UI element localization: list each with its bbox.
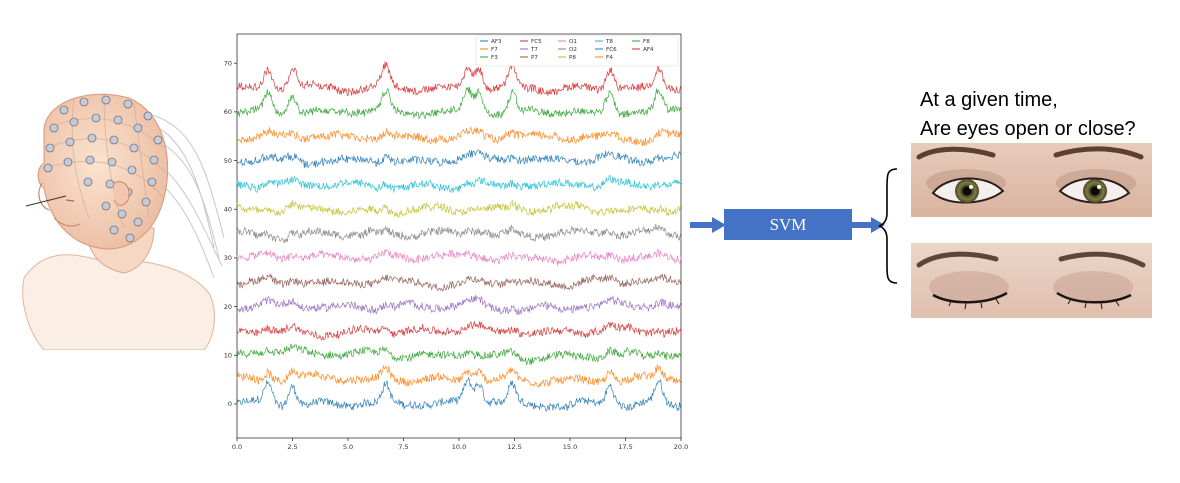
x-tick-label: 12.5 — [507, 443, 521, 450]
legend-label: AF4 — [643, 47, 654, 53]
series-line-af4 — [236, 61, 682, 96]
question-text: At a given time, Are eyes open or close? — [920, 86, 1136, 144]
svm-classifier-box: SVM — [724, 209, 852, 240]
series-line-p7 — [236, 273, 682, 292]
eeg-signal-chart: 0.0 2.5 5.0 7.5 10.0 12.5 15.0 17.5 20.0 0 10 20 30… — [224, 33, 688, 450]
legend-label: F4 — [606, 55, 613, 61]
y-tick-label: 50 — [224, 157, 232, 165]
series-line-f4 — [236, 126, 682, 147]
svm-label: SVM — [769, 214, 807, 234]
series-line-t8 — [236, 175, 682, 194]
y-tick-label: 20 — [224, 303, 232, 311]
y-tick-label: 40 — [224, 206, 232, 214]
series-line-f3 — [236, 343, 682, 366]
curly-brace — [878, 168, 898, 284]
series-line-o2 — [236, 223, 682, 244]
legend-label: F7 — [491, 47, 498, 53]
arrow-to-classifier — [690, 217, 726, 233]
legend-label: T7 — [530, 47, 538, 53]
x-tick-label: 10.0 — [452, 443, 466, 450]
legend-label: FC5 — [531, 39, 542, 45]
x-tick-label: 7.5 — [398, 443, 408, 450]
question-line-2: Are eyes open or close? — [920, 118, 1136, 140]
eeg-head-illustration — [22, 92, 225, 350]
series-line-f8 — [236, 86, 682, 120]
legend-label: AF3 — [491, 39, 502, 45]
y-tick-label: 0 — [228, 400, 232, 408]
arrow-to-output — [851, 217, 885, 233]
plot-area — [236, 33, 682, 439]
legend-label: P7 — [531, 55, 538, 61]
x-tick-label: 0.0 — [232, 443, 242, 450]
series-line-fc5 — [236, 320, 682, 341]
series-line-t7 — [236, 294, 682, 315]
legend-label: P8 — [569, 55, 576, 61]
x-tick-label: 20.0 — [674, 443, 688, 450]
y-tick-label: 60 — [224, 108, 232, 116]
y-tick-label: 70 — [224, 60, 232, 68]
legend-label: FC6 — [606, 47, 617, 53]
y-tick-label: 30 — [224, 254, 232, 262]
series-line-fc6 — [236, 149, 682, 169]
series-line-p8 — [236, 199, 681, 218]
legend-label: O1 — [569, 39, 577, 45]
eyes-closed-photo — [911, 243, 1152, 318]
series-line-f7 — [236, 364, 682, 388]
eyes-open-photo — [911, 143, 1152, 217]
x-tick-label: 15.0 — [563, 443, 577, 450]
y-tick-label: 10 — [224, 352, 232, 360]
x-tick-label: 5.0 — [343, 443, 353, 450]
legend-label: F3 — [491, 55, 498, 61]
legend-label: F8 — [643, 39, 650, 45]
question-line-1: At a given time, — [920, 89, 1058, 111]
x-tick-label: 17.5 — [618, 443, 632, 450]
legend-label: T8 — [605, 39, 613, 45]
series-line-o1 — [236, 248, 682, 266]
legend-box — [475, 35, 679, 67]
series-line-af3 — [236, 376, 682, 413]
x-tick-label: 2.5 — [287, 443, 297, 450]
legend-label: O2 — [569, 47, 577, 53]
